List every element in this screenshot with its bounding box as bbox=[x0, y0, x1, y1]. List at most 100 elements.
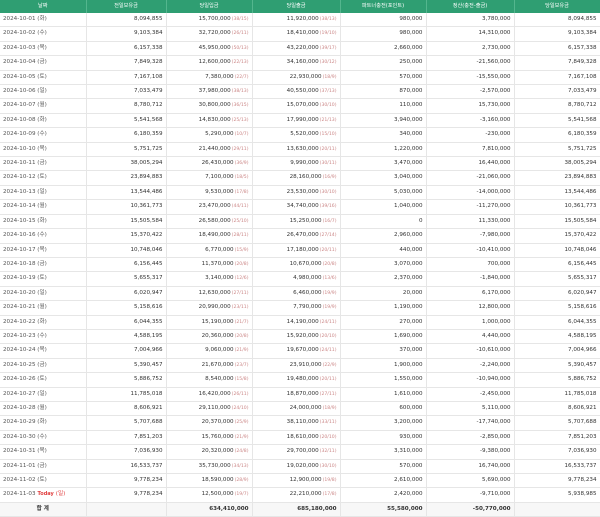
count-label: (19/7) bbox=[234, 492, 249, 498]
date-cell-value: 2024-10-12 (토) bbox=[3, 174, 47, 181]
col-partner-charge-header: 파트너충전(포인트) bbox=[340, 0, 427, 13]
deposit-cell: 7,380,000(22/7) bbox=[166, 70, 253, 86]
balance-cell-value: 6,156,445 bbox=[568, 260, 597, 267]
table-row: 2024-10-05 (토) 7,167,108 7,380,000(22/7) 22… bbox=[0, 70, 600, 86]
count-label: (27/11) bbox=[319, 391, 337, 397]
balance-cell: 6,020,947 bbox=[514, 286, 600, 302]
balance-cell-value: 5,938,985 bbox=[568, 491, 597, 498]
withdraw-cell: 34,740,000(39/16) bbox=[252, 199, 341, 215]
count-label: (38/15) bbox=[231, 17, 249, 22]
deposit-cell: 35,730,000(34/13) bbox=[166, 459, 253, 475]
withdraw-cell: 34,160,000(30/12) bbox=[252, 55, 341, 71]
withdraw-cell: 26,470,000(27/14) bbox=[252, 228, 341, 244]
count-label: (17/8) bbox=[322, 492, 337, 498]
balance-cell: 5,938,985 bbox=[514, 487, 600, 503]
prev-balance-cell-value: 5,158,616 bbox=[134, 304, 163, 311]
table-row: 2024-10-30 (수) 7,851,203 15,760,000(21/9) 1… bbox=[0, 430, 600, 446]
withdraw-cell-value: 11,920,000 bbox=[286, 16, 319, 22]
balance-cell-value: 4,588,195 bbox=[568, 332, 597, 339]
prev-balance-cell-value: 7,033,479 bbox=[134, 88, 163, 95]
deposit-cell-value: 7,100,000 bbox=[205, 174, 234, 181]
date-cell: 2024-10-28 (월) bbox=[0, 401, 87, 417]
count-label: (28/9) bbox=[234, 478, 249, 483]
table-row: 2024-10-03 (목) 6,157,338 45,950,000(50/13)… bbox=[0, 41, 600, 57]
withdraw-cell-value: 13,630,000 bbox=[286, 145, 319, 152]
deposit-cell: 18,490,000(28/11) bbox=[166, 228, 253, 244]
balance-cell-value: 11,785,018 bbox=[564, 390, 597, 397]
deposit-cell-value: 23,470,000 bbox=[198, 203, 231, 210]
withdraw-cell-value: 23,530,000 bbox=[286, 188, 319, 195]
prev-balance-cell: 10,748,046 bbox=[86, 243, 167, 258]
deposit-cell-value: 26,430,000 bbox=[201, 160, 234, 167]
withdraw-cell: 7,790,000(19/9) bbox=[252, 300, 341, 316]
withdraw-cell: 23,910,000(22/9) bbox=[252, 358, 341, 374]
withdraw-cell: 9,990,000(30/11) bbox=[252, 156, 341, 172]
date-cell-value: 2024-10-28 (월) bbox=[3, 404, 47, 411]
settlement-cell: -10,410,000 bbox=[426, 243, 515, 258]
partner-charge-cell: 3,200,000 bbox=[340, 415, 427, 431]
prev-balance-cell: 23,894,883 bbox=[86, 170, 167, 186]
table-row: 2024-10-14 (월) 10,361,773 23,470,000(44/11… bbox=[0, 199, 600, 215]
settlement-cell: -9,710,000 bbox=[426, 487, 515, 503]
balance-cell-value: 7,004,966 bbox=[568, 347, 597, 354]
date-cell-value: 2024-10-25 (금) bbox=[3, 361, 47, 368]
partner-charge-cell-value: 110,000 bbox=[399, 102, 423, 109]
partner-charge-cell: 5,030,000 bbox=[340, 185, 427, 201]
deposit-cell: 29,110,000(24/10) bbox=[166, 401, 253, 417]
table-row: 2024-10-24 (목) 7,004,966 9,060,000(21/9) 19… bbox=[0, 343, 600, 359]
prev-balance-cell-value: 9,778,234 bbox=[134, 477, 163, 483]
withdraw-cell: 40,550,000(37/13) bbox=[252, 84, 341, 100]
partner-charge-cell-value: 930,000 bbox=[399, 433, 423, 440]
balance-cell: 7,167,108 bbox=[514, 70, 600, 86]
total-withdraw-cell-value: 685,180,000 bbox=[297, 505, 337, 512]
date-cell: 2024-10-14 (월) bbox=[0, 199, 87, 215]
date-cell-value: 2024-10-10 (목) bbox=[3, 145, 47, 152]
count-label: (10/7) bbox=[234, 132, 249, 138]
deposit-cell-value: 21,440,000 bbox=[198, 145, 231, 152]
date-cell-value: 2024-10-14 (월) bbox=[3, 203, 47, 210]
partner-charge-cell: 1,190,000 bbox=[340, 300, 427, 316]
total-deposit-cell: 634,410,000 bbox=[166, 502, 253, 517]
prev-balance-cell-value: 8,606,921 bbox=[134, 404, 163, 411]
prev-balance-cell: 8,780,712 bbox=[86, 98, 167, 114]
balance-cell: 5,886,752 bbox=[514, 372, 600, 388]
settlement-cell-value: -10,610,000 bbox=[476, 347, 511, 354]
prev-balance-cell-value: 15,370,422 bbox=[130, 232, 163, 239]
deposit-cell-value: 16,420,000 bbox=[198, 390, 231, 397]
settlement-cell: 3,780,000 bbox=[426, 13, 515, 28]
withdraw-cell: 5,520,000(15/10) bbox=[252, 127, 341, 143]
prev-balance-cell: 16,533,737 bbox=[86, 459, 167, 475]
deposit-cell-value: 20,370,000 bbox=[201, 419, 234, 426]
deposit-cell: 37,980,000(38/13) bbox=[166, 84, 253, 100]
prev-balance-cell: 7,036,930 bbox=[86, 444, 167, 460]
settlement-cell: -7,980,000 bbox=[426, 228, 515, 244]
prev-balance-cell-value: 7,849,328 bbox=[134, 59, 163, 66]
count-label: (15/9) bbox=[234, 247, 249, 253]
date-cell-value: 2024-10-22 (화) bbox=[3, 318, 47, 325]
count-label: (24/8) bbox=[234, 449, 249, 455]
balance-cell-value: 6,157,338 bbox=[568, 44, 597, 51]
withdraw-cell: 18,870,000(27/11) bbox=[252, 387, 341, 402]
table-row: 2024-11-02 (토) 9,778,234 18,590,000(28/9) 1… bbox=[0, 473, 600, 489]
withdraw-cell-value: 14,190,000 bbox=[286, 318, 319, 325]
prev-balance-cell: 13,544,486 bbox=[86, 185, 167, 201]
count-label: (24/10) bbox=[231, 405, 249, 411]
settlement-cell-value: -11,270,000 bbox=[476, 203, 511, 210]
prev-balance-cell-value: 7,004,966 bbox=[134, 347, 163, 354]
withdraw-cell-value: 10,670,000 bbox=[289, 260, 322, 267]
deposit-cell-value: 11,370,000 bbox=[201, 260, 234, 267]
settlement-cell-value: -15,550,000 bbox=[476, 73, 511, 80]
settlement-cell: 5,110,000 bbox=[426, 401, 515, 417]
withdraw-cell: 17,990,000(21/13) bbox=[252, 113, 341, 129]
table-row: 2024-10-22 (화) 6,044,355 15,190,000(21/7) 1… bbox=[0, 315, 600, 330]
settlement-cell-value: 5,690,000 bbox=[482, 477, 511, 483]
partner-charge-cell: 250,000 bbox=[340, 55, 427, 71]
settlement-cell-value: 16,740,000 bbox=[478, 462, 511, 469]
prev-balance-cell-value: 6,157,338 bbox=[134, 44, 163, 51]
deposit-cell: 20,990,000(23/11) bbox=[166, 300, 253, 316]
date-cell: 2024-10-12 (토) bbox=[0, 170, 87, 186]
partner-charge-cell: 2,370,000 bbox=[340, 271, 427, 287]
prev-balance-cell: 11,785,018 bbox=[86, 387, 167, 402]
balance-cell: 11,785,018 bbox=[514, 387, 600, 402]
settlement-cell: -2,240,000 bbox=[426, 358, 515, 374]
